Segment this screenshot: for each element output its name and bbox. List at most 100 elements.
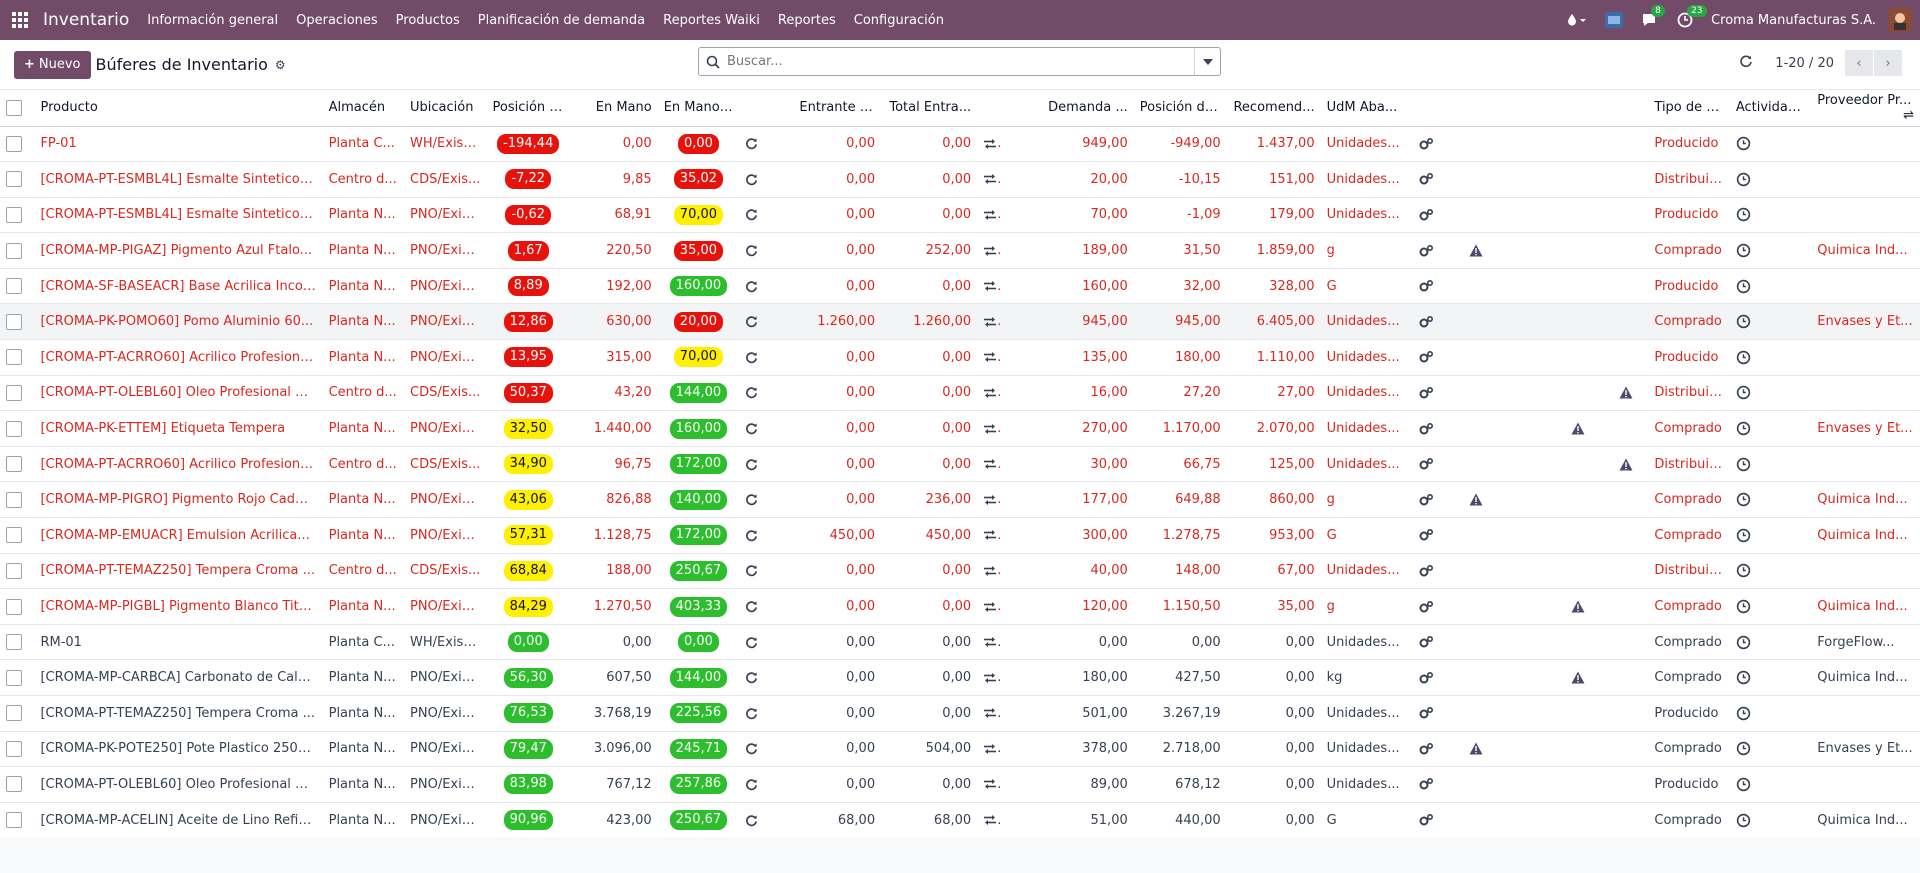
refresh-cell[interactable] bbox=[739, 161, 794, 198]
swap-cell[interactable] bbox=[977, 446, 1001, 483]
table-row[interactable]: FP-01 Planta C... WH/Exist... -194,44 0,00 0,… bbox=[0, 126, 1920, 163]
swap-cell[interactable] bbox=[977, 588, 1001, 625]
product-cell[interactable]: [CROMA-PT-ESMBL4L] Esmalte Sintetico B..… bbox=[34, 197, 323, 234]
table-row[interactable]: [CROMA-MP-EMUACR] Emulsion Acrilica... Pl… bbox=[0, 517, 1920, 554]
cogs-cell[interactable] bbox=[1412, 695, 1463, 732]
activity-cell[interactable] bbox=[1729, 303, 1812, 341]
checkbox[interactable] bbox=[6, 313, 22, 330]
refresh-icon[interactable] bbox=[745, 280, 758, 293]
refresh-icon[interactable] bbox=[745, 315, 758, 328]
cogs-cell[interactable] bbox=[1412, 802, 1463, 839]
cogs-cell[interactable] bbox=[1412, 731, 1463, 768]
swap-cell[interactable] bbox=[977, 802, 1001, 839]
swap-arrows-icon[interactable] bbox=[983, 423, 997, 435]
refresh-icon[interactable] bbox=[745, 636, 758, 649]
swap-arrows-icon[interactable] bbox=[983, 814, 997, 826]
refresh-icon[interactable] bbox=[745, 173, 758, 186]
checkbox[interactable] bbox=[6, 669, 22, 686]
company-switcher[interactable]: Croma Manufacturas S.A. bbox=[1711, 12, 1876, 28]
activity-cell[interactable] bbox=[1729, 197, 1812, 234]
swap-cell[interactable] bbox=[977, 126, 1001, 163]
row-checkbox[interactable] bbox=[0, 517, 35, 554]
activity-clock-icon[interactable] bbox=[1736, 563, 1751, 578]
activity-cell[interactable] bbox=[1729, 410, 1812, 447]
swap-cell[interactable] bbox=[977, 303, 1001, 341]
refresh-cell[interactable] bbox=[739, 197, 794, 234]
swap-cell[interactable] bbox=[977, 731, 1001, 768]
cogs-icon[interactable] bbox=[1418, 422, 1434, 436]
checkbox[interactable] bbox=[6, 278, 22, 295]
product-cell[interactable]: [CROMA-MP-EMUACR] Emulsion Acrilica... bbox=[34, 517, 323, 554]
activity-cell[interactable] bbox=[1729, 553, 1812, 590]
refresh-icon[interactable] bbox=[745, 208, 758, 221]
swap-cell[interactable] bbox=[977, 481, 1001, 519]
swap-arrows-icon[interactable] bbox=[983, 280, 997, 292]
col-posicion-d[interactable]: Posición d... bbox=[486, 90, 571, 127]
row-checkbox[interactable] bbox=[0, 375, 35, 412]
refresh-icon[interactable] bbox=[745, 386, 758, 399]
cogs-icon[interactable] bbox=[1418, 742, 1434, 756]
cogs-icon[interactable] bbox=[1418, 671, 1434, 685]
pager-previous-icon[interactable]: ‹ bbox=[1845, 50, 1873, 76]
refresh-icon[interactable] bbox=[745, 422, 758, 435]
cogs-cell[interactable] bbox=[1412, 517, 1463, 554]
cogs-cell[interactable] bbox=[1412, 375, 1463, 412]
table-row[interactable]: [CROMA-SF-BASEACR] Base Acrilica Incol..… bbox=[0, 268, 1920, 305]
swap-arrows-icon[interactable] bbox=[983, 601, 997, 613]
product-cell[interactable]: [CROMA-PT-TEMAZ250] Tempera Croma ... bbox=[34, 695, 323, 732]
activity-clock-icon[interactable] bbox=[1736, 777, 1751, 792]
menu-informacion-general[interactable]: Información general bbox=[147, 12, 279, 28]
row-checkbox[interactable] bbox=[0, 303, 35, 341]
refresh-icon[interactable] bbox=[745, 671, 758, 684]
table-row[interactable]: [CROMA-MP-CARBCA] Carbonato de Calci... P… bbox=[0, 659, 1920, 696]
cogs-cell[interactable] bbox=[1412, 232, 1463, 269]
cogs-icon[interactable] bbox=[1418, 457, 1434, 471]
refresh-icon[interactable] bbox=[745, 707, 758, 720]
col-total-entrante[interactable]: Total Entra... bbox=[881, 90, 978, 127]
refresh-icon[interactable] bbox=[745, 814, 758, 827]
checkbox[interactable] bbox=[6, 171, 22, 188]
swap-arrows-icon[interactable] bbox=[983, 672, 997, 684]
apps-menu-icon[interactable] bbox=[0, 0, 40, 40]
cogs-cell[interactable] bbox=[1412, 339, 1463, 376]
activity-clock-icon[interactable] bbox=[1736, 385, 1751, 400]
menu-reportes-waiki[interactable]: Reportes Waiki bbox=[663, 12, 760, 28]
row-checkbox[interactable] bbox=[0, 410, 35, 447]
cogs-icon[interactable] bbox=[1418, 813, 1434, 827]
checkbox[interactable] bbox=[6, 776, 22, 793]
cogs-cell[interactable] bbox=[1412, 303, 1463, 341]
checkbox[interactable] bbox=[6, 242, 22, 259]
refresh-cell[interactable] bbox=[739, 553, 794, 590]
activity-clock-icon[interactable] bbox=[1736, 492, 1751, 507]
cogs-icon[interactable] bbox=[1418, 350, 1434, 364]
refresh-icon[interactable] bbox=[745, 493, 758, 506]
table-row[interactable]: [CROMA-PT-OLEBL60] Oleo Profesional Cr..… bbox=[0, 766, 1920, 803]
table-row[interactable]: [CROMA-PT-ESMBL4L] Esmalte Sintetico B..… bbox=[0, 197, 1920, 234]
refresh-cell[interactable] bbox=[739, 446, 794, 483]
refresh-icon[interactable] bbox=[1739, 54, 1753, 72]
swap-cell[interactable] bbox=[977, 197, 1001, 234]
checkbox[interactable] bbox=[6, 598, 22, 615]
row-checkbox[interactable] bbox=[0, 197, 35, 234]
select-all-checkbox[interactable] bbox=[0, 90, 35, 127]
table-row[interactable]: [CROMA-PT-ACRRO60] Acrilico Profesional.… bbox=[0, 339, 1920, 376]
product-cell[interactable]: [CROMA-PT-TEMAZ250] Tempera Croma ... bbox=[34, 553, 323, 590]
row-checkbox[interactable] bbox=[0, 481, 35, 519]
activity-cell[interactable] bbox=[1729, 731, 1812, 768]
cogs-icon[interactable] bbox=[1418, 528, 1434, 542]
activity-clock-icon[interactable] bbox=[1736, 279, 1751, 294]
swap-cell[interactable] bbox=[977, 624, 1001, 661]
refresh-cell[interactable] bbox=[739, 303, 794, 341]
refresh-cell[interactable] bbox=[739, 588, 794, 625]
cogs-icon[interactable] bbox=[1418, 244, 1434, 258]
product-cell[interactable]: [CROMA-PK-ETTEM] Etiqueta Tempera bbox=[34, 410, 323, 447]
activity-cell[interactable] bbox=[1729, 375, 1812, 412]
product-cell[interactable]: [CROMA-PT-OLEBL60] Oleo Profesional Cr..… bbox=[34, 766, 323, 803]
activity-cell[interactable] bbox=[1729, 481, 1812, 519]
refresh-icon[interactable] bbox=[745, 244, 758, 257]
checkbox[interactable] bbox=[6, 206, 22, 223]
activity-clock-icon[interactable] bbox=[1736, 599, 1751, 614]
activity-cell[interactable] bbox=[1729, 624, 1812, 661]
activity-clock-icon[interactable] bbox=[1736, 528, 1751, 543]
activity-clock-icon[interactable] bbox=[1736, 457, 1751, 472]
